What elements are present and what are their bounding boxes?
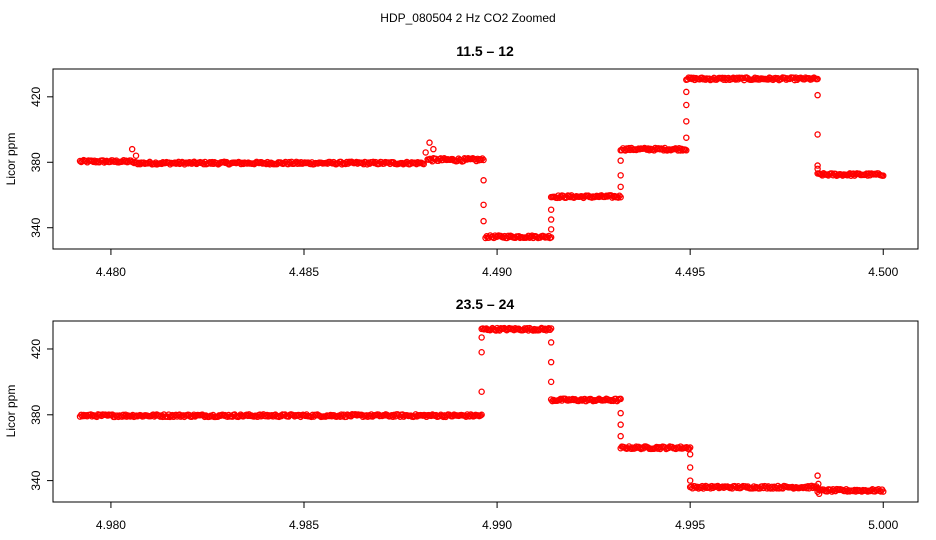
data-point xyxy=(683,118,690,125)
data-point xyxy=(617,395,624,403)
data-point xyxy=(617,157,624,164)
panel-1-ylabel: Licor ppm xyxy=(4,133,18,186)
data-point xyxy=(814,472,821,479)
y-tick-label: 340 xyxy=(29,217,43,237)
data-point xyxy=(478,388,485,395)
panel-1-points xyxy=(76,74,887,242)
data-point xyxy=(685,445,693,452)
panel-2-points xyxy=(76,324,887,498)
data-point xyxy=(547,206,555,213)
data-point xyxy=(547,234,555,241)
panel-1-xticks: 4.480 4.485 4.490 4.495 4.500 xyxy=(96,249,899,279)
data-point xyxy=(814,75,821,83)
data-point xyxy=(617,183,624,191)
data-point xyxy=(545,325,553,332)
panel-1-yticks: 340 380 420 xyxy=(29,86,53,238)
x-tick-label: 4.995 xyxy=(675,518,705,532)
y-tick-label: 420 xyxy=(29,86,43,106)
x-tick-label: 4.980 xyxy=(96,518,126,532)
data-point xyxy=(616,192,623,199)
data-point xyxy=(478,411,485,419)
data-point xyxy=(128,145,136,153)
data-point xyxy=(617,193,624,201)
y-tick-label: 420 xyxy=(29,339,43,359)
x-tick-label: 5.000 xyxy=(868,518,898,532)
data-point xyxy=(420,160,427,168)
data-point xyxy=(547,226,555,233)
data-point xyxy=(814,131,821,138)
data-point xyxy=(547,325,555,332)
data-point xyxy=(546,326,554,334)
data-point xyxy=(617,172,624,179)
data-point xyxy=(617,409,624,417)
data-point xyxy=(686,444,694,451)
data-point xyxy=(480,217,487,225)
x-tick-label: 4.990 xyxy=(482,518,512,532)
panel-2-ylabel: Licor ppm xyxy=(4,385,18,438)
panel-2: 23.5 – 24 Licor ppm 340 380 420 4.980 4.985… xyxy=(4,296,919,532)
data-point xyxy=(683,101,690,109)
data-point xyxy=(547,378,555,386)
data-point xyxy=(480,177,487,184)
data-point xyxy=(617,432,624,440)
x-tick-label: 4.500 xyxy=(868,265,898,279)
data-point xyxy=(478,334,485,341)
data-point xyxy=(686,451,694,458)
data-point xyxy=(480,156,487,164)
x-tick-label: 4.485 xyxy=(289,265,319,279)
x-tick-label: 4.985 xyxy=(289,518,319,532)
panel-1-title: 11.5 – 12 xyxy=(456,43,514,59)
data-point xyxy=(686,477,694,484)
data-point xyxy=(683,147,690,154)
data-point xyxy=(477,156,485,164)
data-point xyxy=(426,139,433,146)
panel-2-xticks: 4.980 4.985 4.990 4.995 5.000 xyxy=(96,502,899,532)
panel-1-plot-frame xyxy=(52,68,919,250)
data-point xyxy=(880,488,887,495)
data-point xyxy=(814,91,821,99)
x-tick-label: 4.495 xyxy=(675,265,705,279)
data-point xyxy=(480,201,487,209)
panel-1: 11.5 – 12 Licor ppm 340 380 420 4.480 4.485… xyxy=(4,43,919,279)
data-point xyxy=(478,349,485,356)
data-point xyxy=(683,88,690,96)
panel-2-title: 23.5 – 24 xyxy=(456,296,515,312)
figure-suptitle: HDP_080504 2 Hz CO2 Zoomed xyxy=(380,11,555,25)
panel-2-yticks: 340 380 420 xyxy=(29,339,53,491)
data-point xyxy=(814,165,821,173)
data-point xyxy=(422,149,429,156)
data-point xyxy=(686,464,694,471)
y-tick-label: 380 xyxy=(29,152,43,172)
data-point xyxy=(430,145,437,153)
panel-2-plot-frame xyxy=(52,320,919,503)
data-point xyxy=(880,172,887,179)
data-point xyxy=(815,480,822,488)
data-point xyxy=(815,490,823,498)
x-tick-label: 4.480 xyxy=(96,265,126,279)
data-point xyxy=(617,421,624,428)
data-point xyxy=(814,162,821,169)
data-point xyxy=(547,358,555,366)
data-point xyxy=(683,134,690,141)
data-point xyxy=(547,216,555,223)
x-tick-label: 4.490 xyxy=(482,265,512,279)
data-point xyxy=(479,155,486,162)
data-point xyxy=(132,152,140,159)
data-point xyxy=(547,339,555,346)
y-tick-label: 340 xyxy=(29,470,43,490)
y-tick-label: 380 xyxy=(29,404,43,424)
